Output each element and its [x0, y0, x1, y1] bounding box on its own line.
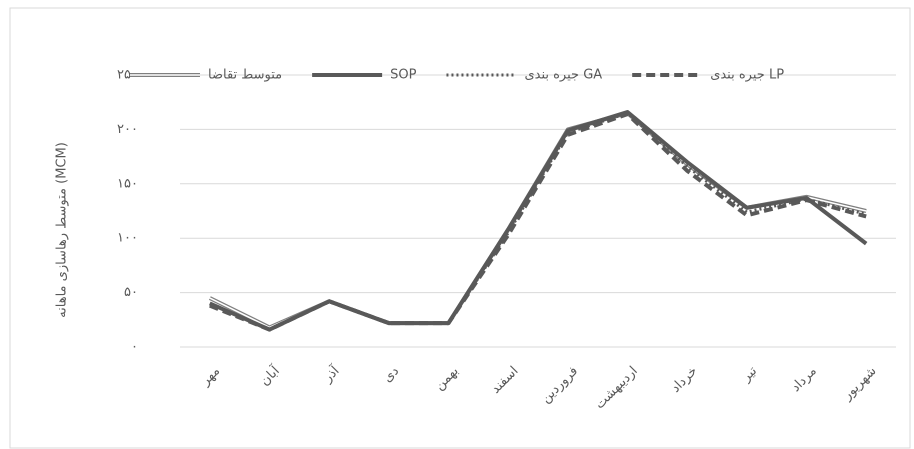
- chart-frame: [9, 7, 911, 449]
- legend-label: SOP: [390, 68, 416, 83]
- x-tick-label: خرداد: [668, 364, 700, 396]
- series-line-outline: [208, 111, 867, 330]
- y-tick-label: ۱۰۰: [117, 231, 138, 246]
- x-tick-label: فروردین: [539, 364, 582, 407]
- y-tick-label: ۰: [131, 340, 138, 355]
- x-tick-label: اسفند: [488, 364, 521, 397]
- series-line: [209, 109, 868, 332]
- legend-label: جیره بندی GA: [524, 68, 602, 83]
- y-tick-label: ۱۵۰: [117, 176, 138, 191]
- x-tick-label: دی: [380, 364, 402, 386]
- x-tick-label: شهریور: [839, 364, 879, 404]
- x-tick-label: اردیبهشت: [592, 364, 640, 412]
- x-tick-label: مهر: [198, 364, 224, 390]
- legend-label: متوسط تقاضا: [208, 68, 282, 83]
- y-axis-label: متوسط رهاسازی ماهانه (MCM): [55, 142, 70, 318]
- x-tick-label: بهمن: [432, 364, 462, 394]
- y-tick-label: ۲۵۰: [117, 68, 138, 83]
- x-tick-label: تیر: [738, 363, 760, 385]
- series-line: [209, 111, 867, 332]
- series-line: [209, 112, 867, 332]
- series-line: [209, 112, 867, 329]
- x-tick-label: آذر: [319, 361, 344, 386]
- x-tick-label: مرداد: [788, 364, 819, 395]
- y-tick-label: ۵۰: [124, 285, 138, 300]
- x-tick-label: آبان: [256, 361, 284, 389]
- legend-label: جیره بندی LP: [710, 68, 784, 83]
- y-tick-label: ۲۰۰: [117, 122, 138, 137]
